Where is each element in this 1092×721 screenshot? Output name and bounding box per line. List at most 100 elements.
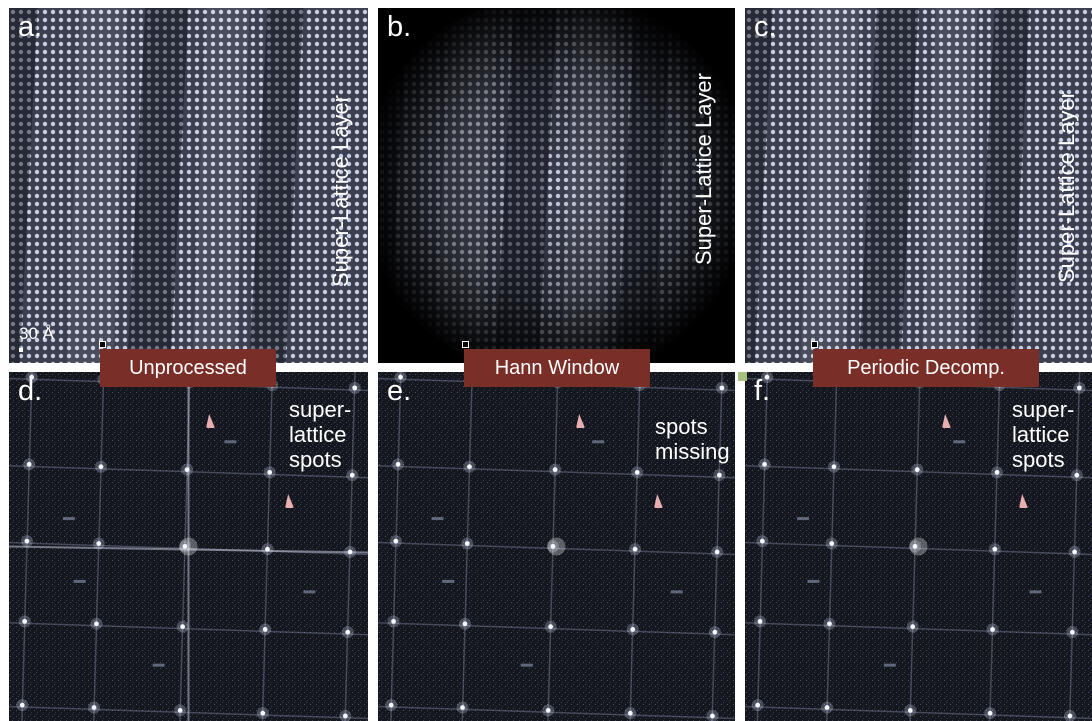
annotation-line: super-: [289, 397, 352, 422]
super-lattice-layer-label-a: Super-Lattice Layer: [328, 95, 353, 287]
reciprocal-lattice-line: [756, 372, 769, 721]
corner-marker-b: [462, 341, 469, 348]
bright-layer-band: [921, 8, 978, 363]
bragg-spot: [267, 469, 273, 475]
annotation-line: missing: [655, 439, 730, 464]
bragg-spot: [29, 374, 35, 380]
super-lattice-layer-label-b: Super-Lattice Layer: [691, 73, 716, 265]
lattice-image-a: [9, 8, 368, 363]
bragg-spot: [827, 621, 832, 627]
dark-layer-band: [745, 8, 773, 363]
annotation-super-lattice-spots-d: super- lattice spots: [289, 397, 351, 472]
panel-label-e: e.: [387, 375, 412, 407]
bragg-spot: [824, 705, 830, 710]
bright-layer-band: [192, 8, 250, 363]
bragg-spot: [462, 621, 468, 627]
bragg-spot: [467, 464, 472, 470]
reciprocal-lattice-line: [745, 464, 1092, 479]
bragg-spot: [548, 624, 554, 630]
bragg-spot: [719, 385, 725, 391]
arrowhead-d-1: [206, 414, 215, 428]
bragg-spot: [764, 374, 770, 380]
bragg-spot: [94, 621, 99, 627]
bragg-spot: [755, 702, 761, 708]
reciprocal-lattice-line: [378, 622, 735, 636]
fft-image-f: [745, 372, 1092, 721]
bragg-spot: [177, 708, 183, 713]
bragg-spot: [757, 618, 763, 624]
fft-image-d: [9, 372, 368, 721]
panel-b-hann-window-image: b. Super-Lattice Layer: [378, 8, 735, 363]
panel-c-periodic-decomp-image: c. Super-Lattice Layer: [745, 8, 1092, 363]
scale-bar: [19, 348, 23, 352]
panel-label-b: b.: [387, 11, 412, 43]
caption-unprocessed: Unprocessed: [100, 349, 276, 387]
bragg-spot: [98, 464, 104, 470]
reciprocal-lattice-line: [745, 705, 1092, 720]
reciprocal-lattice-line: [378, 541, 735, 556]
hann-window-fade: [378, 8, 735, 363]
fft-noise-background: [745, 372, 1092, 721]
lattice-image-b: [378, 8, 735, 363]
bragg-spot: [22, 618, 28, 624]
bragg-spot: [627, 710, 633, 716]
reciprocal-lattice-line: [461, 372, 473, 721]
dark-layer-band: [858, 8, 919, 363]
bragg-spot: [460, 705, 465, 710]
corner-marker-a: [99, 341, 106, 348]
reciprocal-lattice-line: [378, 705, 735, 720]
reciprocal-lattice-line: [93, 372, 105, 721]
bragg-spot: [345, 629, 351, 635]
arrowhead-f-1: [942, 414, 951, 428]
bragg-spot: [990, 627, 995, 632]
panel-d-unprocessed-fft: d. super- lattice spots: [9, 372, 368, 721]
bragg-spot: [992, 546, 998, 552]
reciprocal-lattice-line: [344, 372, 356, 721]
panel-label-c: c.: [754, 11, 777, 43]
panel-f-periodic-decomp-fft: f. super- lattice spots: [745, 372, 1092, 721]
bragg-spot: [393, 538, 399, 544]
lattice-texture: [9, 8, 368, 363]
bragg-spot: [632, 546, 638, 552]
bragg-spot: [91, 705, 97, 710]
central-spot-glow: [179, 537, 198, 556]
bragg-spot: [716, 472, 722, 478]
scale-bar-label: 30 Å: [19, 324, 54, 343]
arrowhead-f-2: [1019, 494, 1028, 508]
lattice-image-c: [745, 8, 1092, 363]
bragg-spot: [1074, 472, 1080, 478]
bragg-spot: [96, 541, 102, 546]
panel-label-d: d.: [18, 375, 43, 407]
bragg-spot: [907, 708, 913, 713]
annotation-line: lattice: [1012, 422, 1070, 447]
panel-label-f: f.: [754, 375, 771, 407]
bragg-spot: [260, 710, 266, 716]
panel-a-unprocessed-image: a. Super-Lattice Layer 30 Å: [9, 8, 368, 363]
caption-hann-window: Hann Window: [464, 349, 650, 387]
panel-e-hann-fft: e. spots missing: [378, 372, 735, 721]
bragg-spot: [1072, 549, 1078, 555]
central-spot-glow: [547, 537, 566, 556]
bragg-spot: [1076, 385, 1082, 391]
bragg-spot: [265, 546, 270, 552]
bragg-spot: [26, 461, 32, 467]
annotation-line: super-: [1012, 397, 1075, 422]
bragg-spot: [398, 374, 403, 380]
bragg-spot: [912, 543, 918, 549]
bragg-spot: [550, 543, 556, 549]
bragg-spot: [180, 624, 186, 630]
bragg-spot: [987, 710, 993, 716]
super-lattice-layer-label-c: Super-Lattice Layer: [1054, 91, 1079, 283]
bragg-spot: [762, 461, 767, 467]
bragg-spot: [545, 708, 551, 713]
bragg-spot: [24, 538, 30, 544]
bragg-spot: [829, 541, 835, 546]
bragg-spot: [184, 467, 190, 472]
bright-layer-band: [800, 8, 860, 363]
arrowhead-d-2: [285, 494, 294, 508]
caption-periodic-decomp: Periodic Decomp.: [813, 349, 1039, 387]
bragg-spot: [759, 538, 765, 544]
bragg-spot: [395, 461, 401, 467]
reciprocal-lattice-line: [378, 464, 735, 479]
panel-label-a: a.: [18, 11, 43, 43]
